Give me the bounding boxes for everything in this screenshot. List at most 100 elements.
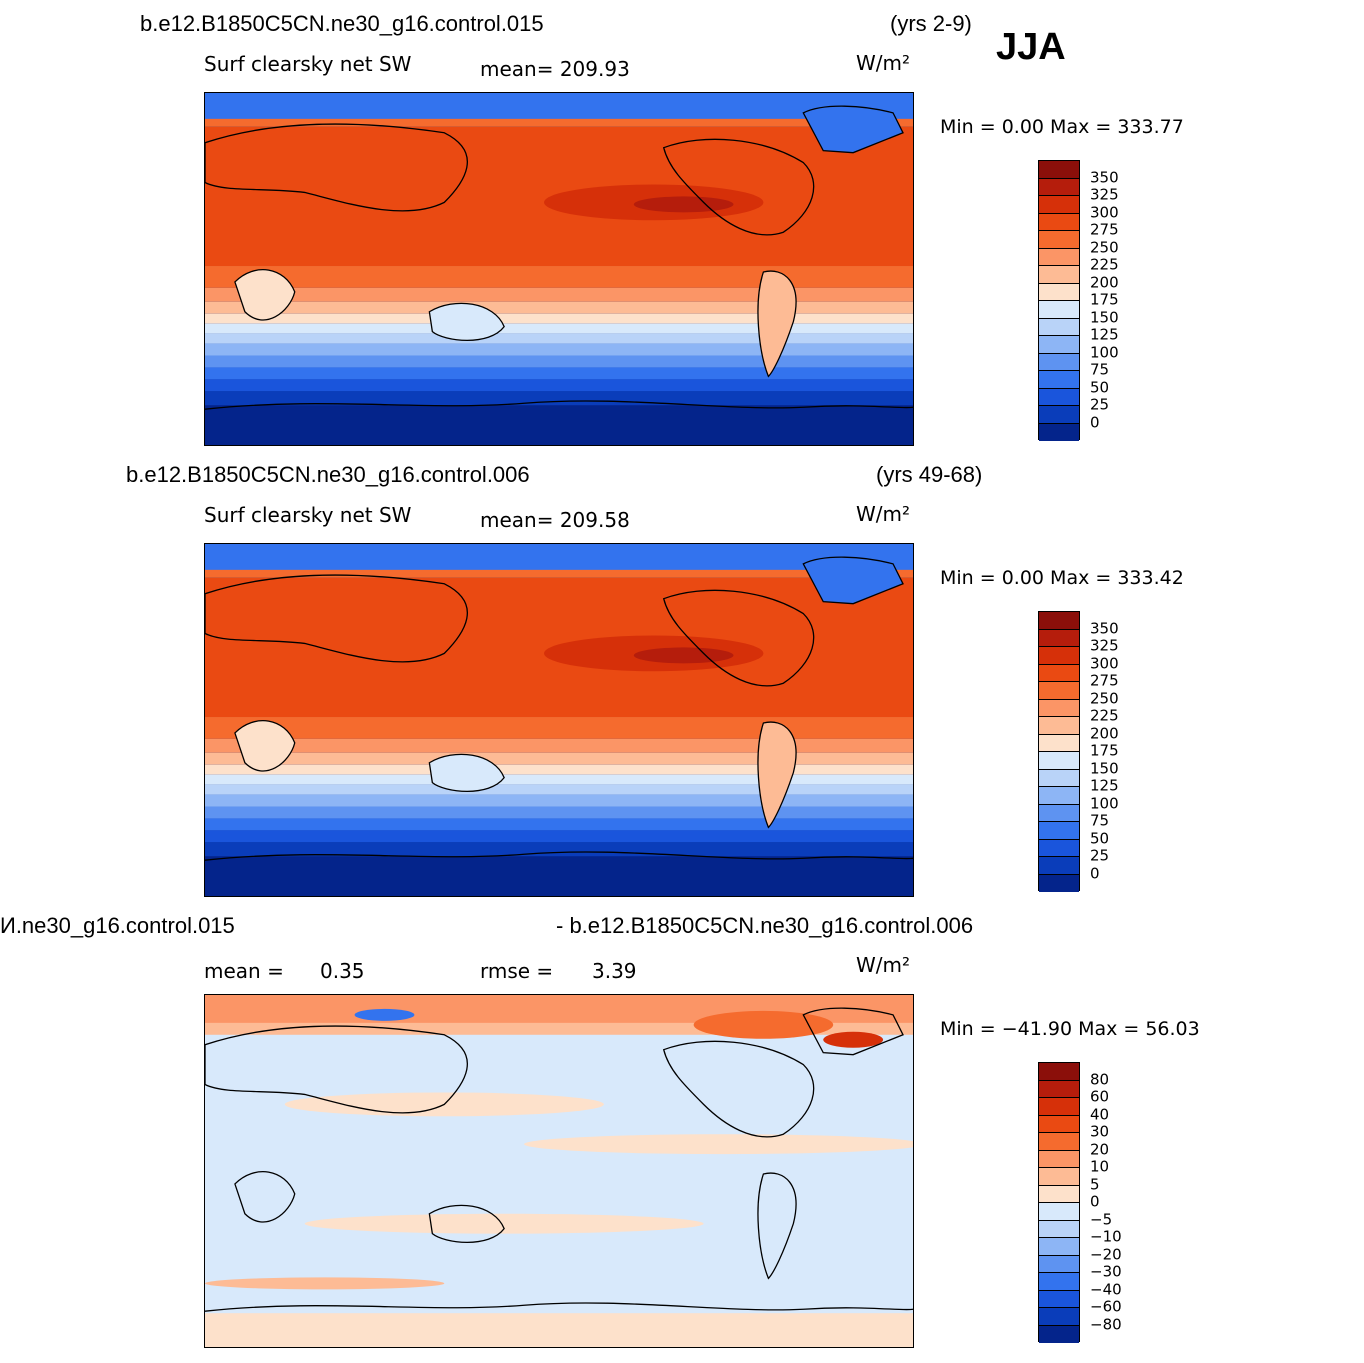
colorbar-tick-label: 5 [1090,1175,1100,1193]
colorbar-swatch [1039,612,1079,630]
panel3-mean-value: 0.35 [320,959,365,983]
colorbar-tick-label: 200 [1090,273,1119,291]
colorbar-tick-label: 0 [1090,413,1100,431]
colorbar-tick-label: 25 [1090,395,1110,414]
colorbar-tick-label: 100 [1090,794,1119,812]
panel3-map [204,994,914,1348]
colorbar-swatch [1039,353,1079,371]
colorbar-swatch [1039,1325,1079,1343]
colorbar-swatch [1039,1238,1079,1256]
colorbar-tick-label: −10 [1090,1227,1122,1246]
colorbar-swatch [1039,769,1079,787]
panel3-map-svg [205,995,913,1347]
colorbar-swatch [1039,734,1079,752]
colorbar-swatch [1039,1255,1079,1273]
panel1-case-title: b.e12.B1850C5CN.ne30_g16.control.015 [140,11,544,36]
panel2-map-svg [205,544,913,896]
colorbar-tick-label: 225 [1090,255,1119,274]
colorbar-swatch [1039,318,1079,336]
colorbar-swatch [1039,717,1079,735]
panel1-mean: mean= 209.93 [480,57,630,81]
colorbar-swatch [1039,1150,1079,1168]
colorbar-tick-label: 50 [1090,829,1110,847]
colorbar-tick-label: −20 [1090,1245,1122,1263]
colorbar-tick-label: 250 [1090,238,1119,256]
colorbar-swatch [1039,336,1079,354]
colorbar-swatch [1039,787,1079,805]
colorbar-swatch [1039,423,1079,441]
colorbar-swatch [1039,804,1079,822]
colorbar-tick-label: 10 [1090,1157,1110,1176]
colorbar-tick-label: 125 [1090,776,1119,795]
colorbar-swatch [1039,231,1079,249]
colorbar-swatch [1039,388,1079,406]
panel1-map-svg [205,93,913,445]
colorbar-tick-label: 200 [1090,724,1119,742]
colorbar-tick-label: 80 [1090,1070,1110,1088]
colorbar-swatch [1039,301,1079,319]
colorbar-tick-label: 175 [1090,290,1119,309]
colorbar-swatch [1039,1080,1079,1098]
colorbar-swatch [1039,178,1079,196]
colorbar-tick-label: 0 [1090,864,1100,882]
colorbar-swatch [1039,629,1079,647]
colorbar-swatch [1039,857,1079,875]
colorbar-swatch [1039,266,1079,284]
colorbar-swatch [1039,248,1079,266]
colorbar-tick-label: 350 [1090,619,1119,637]
colorbar-swatch [1039,874,1079,892]
colorbar-swatch [1039,1063,1079,1081]
colorbar-swatch [1039,647,1079,665]
colorbar-swatch [1039,161,1079,179]
colorbar-tick-label: 75 [1090,360,1110,379]
colorbar-tick-label: 30 [1090,1122,1110,1141]
panel3-case-title-right: - b.e12.B1850C5CN.ne30_g16.control.006 [556,913,974,938]
colorbar-tick-label: 250 [1090,689,1119,707]
panel1-var-label: Surf clearsky net SW [204,52,412,76]
colorbar-tick-label: 100 [1090,343,1119,361]
colorbar-swatch [1039,1203,1079,1221]
colorbar-tick-label: 60 [1090,1087,1110,1106]
colorbar-swatch [1039,1308,1079,1326]
colorbar-tick-label: 75 [1090,811,1110,830]
colorbar-swatch [1039,406,1079,424]
colorbar-tick-label: 325 [1090,185,1119,204]
colorbar-tick-label: 300 [1090,203,1119,221]
colorbar-tick-label: 300 [1090,654,1119,672]
colorbar-swatch [1039,1290,1079,1308]
colorbar-tick-label: 225 [1090,706,1119,725]
panel2-units: W/m² [856,502,911,526]
colorbar-swatch [1039,699,1079,717]
colorbar-swatch [1039,1185,1079,1203]
panel1-years: (yrs 2-9) [890,11,972,36]
colorbar-swatch [1039,1273,1079,1291]
colorbar-tick-label: 125 [1090,325,1119,344]
colorbar-tick-label: 150 [1090,308,1119,326]
colorbar-swatch [1039,822,1079,840]
colorbar-swatch [1039,196,1079,214]
colorbar-tick-label: 350 [1090,168,1119,186]
colorbar-swatch [1039,283,1079,301]
panel2-case-title: b.e12.B1850C5CN.ne30_g16.control.006 [126,462,530,487]
colorbar-swatch [1039,664,1079,682]
colorbar-tick-label: 50 [1090,378,1110,396]
panel3-mean-label: mean = [204,959,284,983]
colorbar-tick-label: 325 [1090,636,1119,655]
colorbar-swatch [1039,371,1079,389]
panel1-minmax: Min = 0.00 Max = 333.77 [940,116,1184,138]
colorbar-swatch [1039,1115,1079,1133]
colorbar-tick-label: −5 [1090,1210,1113,1228]
panel2-var-label: Surf clearsky net SW [204,503,412,527]
panel3-rmse-label: rmse = [480,959,554,983]
colorbar-swatch [1039,213,1079,231]
colorbar-tick-label: −60 [1090,1297,1122,1316]
panel3-minmax: Min = −41.90 Max = 56.03 [940,1018,1200,1040]
panel1-map [204,92,914,446]
colorbar-tick-label: 20 [1090,1140,1110,1158]
panel3-case-title-left: И.ne30_g16.control.015 [0,913,235,938]
colorbar-swatch [1039,1098,1079,1116]
colorbar-swatch [1039,1220,1079,1238]
colorbar-swatch [1039,839,1079,857]
panel3-units: W/m² [856,953,911,977]
colorbar-tick-label: 25 [1090,846,1110,865]
